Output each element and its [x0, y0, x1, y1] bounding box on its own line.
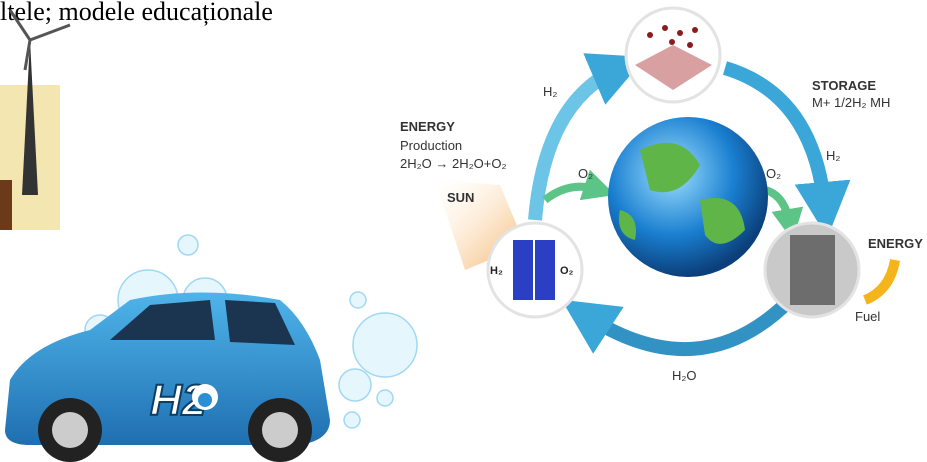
storage-equation: M+ 1/2H₂ MH — [812, 95, 890, 110]
flow-label: H₂ — [543, 84, 557, 99]
electrolyzer-label: H₂ — [490, 265, 503, 277]
fuel-label: Fuel — [855, 309, 880, 324]
flow-label: O₂ — [766, 166, 781, 181]
slide-title: ltele; modele educaționale — [0, 0, 273, 26]
fuel-cell-node — [765, 223, 859, 317]
globe — [608, 117, 768, 277]
production-equation: 2H₂O → 2H₂O+O₂ — [400, 156, 507, 171]
flow-label: H₂O — [672, 368, 697, 383]
output-title: ENERGY — [868, 236, 923, 251]
storage-title: STORAGE — [812, 78, 876, 93]
electrolyzer-node: H₂ O₂ — [488, 223, 582, 317]
slide: ltele; modele educaționale H2 — [0, 0, 927, 462]
storage-node — [626, 8, 720, 102]
electrolyzer-label: O₂ — [560, 265, 574, 277]
production-title: ENERGY — [400, 119, 455, 134]
page: {"header":{"title":"ltele; modele educaț… — [0, 0, 927, 462]
flow-label: O₂ — [578, 166, 593, 181]
sun-label: SUN — [447, 190, 474, 205]
production-subtitle: Production — [400, 138, 462, 153]
flow-label: H₂ — [826, 148, 840, 163]
